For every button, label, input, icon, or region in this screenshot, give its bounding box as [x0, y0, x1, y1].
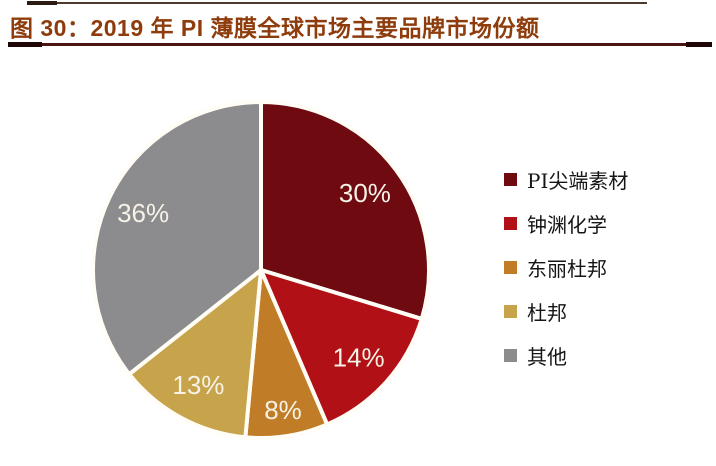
- legend-item: 其他: [504, 343, 628, 369]
- legend-swatch-icon: [504, 304, 517, 318]
- legend-item: 钟渊化学: [504, 211, 628, 237]
- legend-swatch-icon: [504, 260, 517, 274]
- pie-slice-1: [259, 100, 431, 321]
- legend-label: 钟渊化学: [527, 212, 607, 237]
- pie-slice-value-label: 8%: [264, 395, 302, 425]
- pie-slice-value-label: 36%: [117, 198, 169, 228]
- legend-swatch-icon: [504, 216, 517, 230]
- pie-slice-4: [127, 268, 263, 440]
- legend-label: 东丽杜邦: [527, 256, 607, 281]
- figure-title: 图 30：2019 年 PI 薄膜全球市场主要品牌市场份额: [10, 15, 540, 41]
- top-divider: [27, 1, 647, 5]
- pie-slice-value-label: 14%: [333, 343, 385, 373]
- pie-slice-2: [259, 268, 424, 427]
- legend-item: 东丽杜邦: [504, 255, 628, 281]
- pie-slice-5: [91, 100, 263, 377]
- title-underline: [8, 42, 712, 47]
- chart-legend: PI尖端素材 钟渊化学东丽杜邦杜邦其他: [504, 167, 629, 369]
- legend-label: 杜邦: [527, 300, 567, 325]
- legend-swatch-icon: [504, 172, 517, 186]
- legend-swatch-icon: [504, 348, 517, 362]
- legend-item: PI尖端素材: [504, 167, 629, 193]
- legend-item: 杜邦: [504, 299, 628, 325]
- pie-slice-value-label: 30%: [339, 178, 391, 208]
- pie-slice-value-label: 13%: [172, 370, 224, 400]
- legend-label: 其他: [527, 344, 567, 369]
- legend-label: PI尖端素材: [527, 168, 629, 193]
